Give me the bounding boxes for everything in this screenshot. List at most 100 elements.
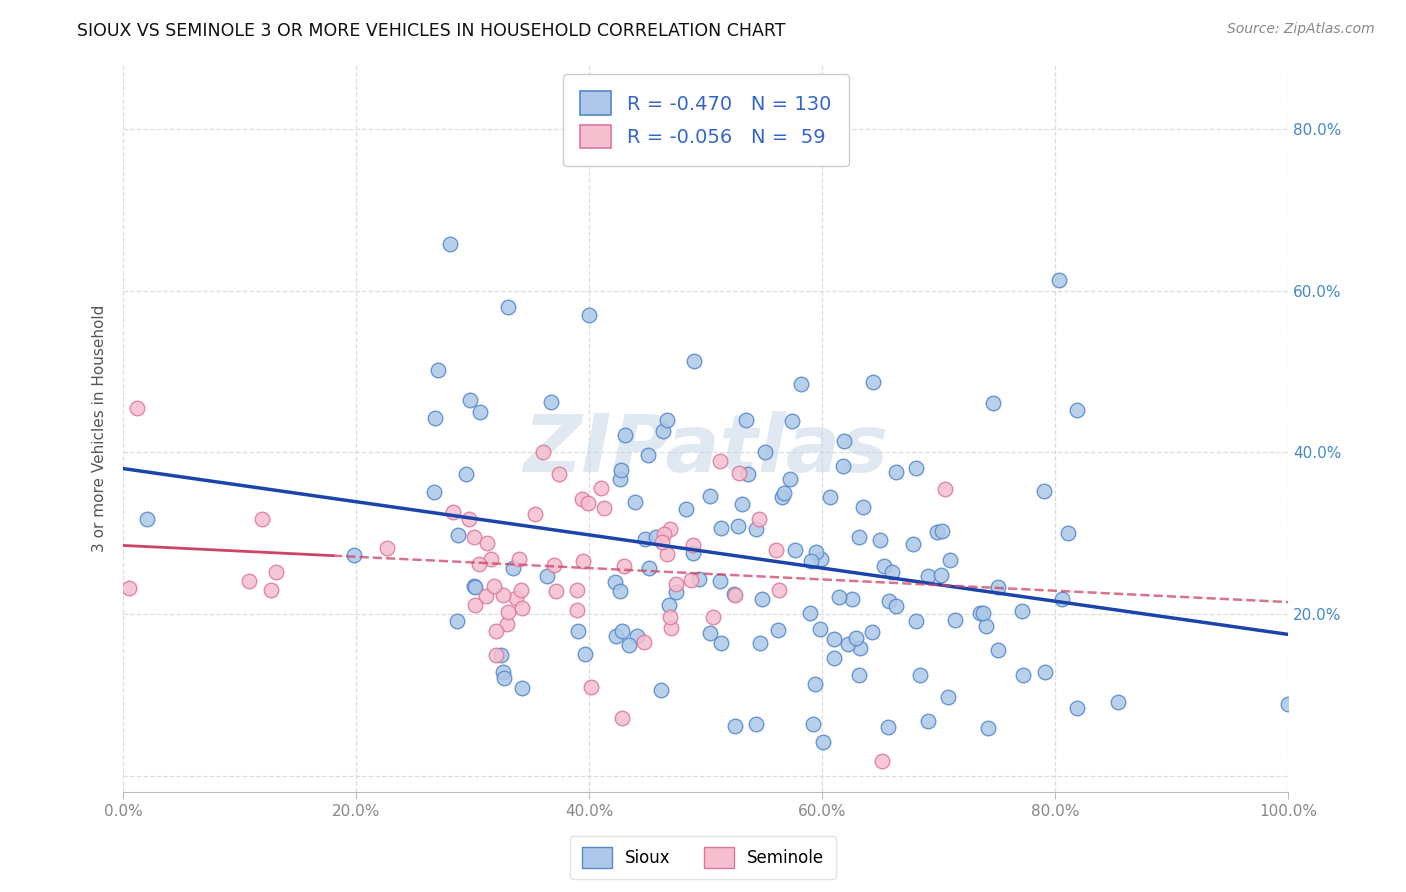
Point [845, 631, 868, 645]
Point [633, 634, 655, 648]
Point [731, 497, 754, 511]
Point [811, 735, 834, 749]
Point [682, 538, 704, 552]
Point [446, 614, 468, 628]
Point [876, 720, 898, 734]
Point [665, 577, 688, 591]
Point [699, 626, 721, 640]
Point [510, 681, 533, 696]
Point [710, 636, 733, 650]
Point [574, 647, 596, 661]
Point [458, 512, 481, 526]
Point [498, 605, 520, 619]
Point [375, 541, 398, 556]
Point [456, 467, 478, 482]
Point [917, 569, 939, 583]
Point [766, 624, 789, 638]
Point [848, 640, 870, 655]
Point [576, 496, 599, 510]
Point [745, 522, 768, 536]
Legend: Sioux, Seminole: Sioux, Seminole [569, 836, 837, 880]
Point [637, 561, 659, 575]
Point [655, 412, 678, 426]
Point [779, 472, 801, 486]
Legend: R = -0.470   N = 130, R = -0.056   N =  59: R = -0.470 N = 130, R = -0.056 N = 59 [562, 74, 849, 166]
Point [547, 467, 569, 482]
Point [765, 543, 787, 558]
Point [804, 545, 827, 559]
Point [828, 590, 851, 604]
Point [578, 308, 600, 322]
Point [485, 648, 508, 662]
Point [605, 629, 627, 643]
Point [502, 560, 524, 574]
Point [831, 458, 853, 473]
Point [505, 591, 527, 605]
Point [509, 583, 531, 598]
Point [508, 552, 530, 566]
Point [976, 722, 998, 736]
Point [938, 690, 960, 704]
Point [536, 569, 558, 583]
Point [567, 624, 589, 639]
Point [939, 552, 962, 566]
Point [624, 494, 647, 508]
Point [723, 587, 745, 601]
Point [579, 680, 602, 694]
Point [422, 485, 444, 500]
Point [1033, 665, 1056, 679]
Point [1277, 697, 1299, 711]
Point [1057, 526, 1080, 541]
Point [790, 377, 813, 392]
Point [818, 490, 841, 504]
Point [724, 719, 747, 733]
Point [808, 622, 831, 636]
Point [751, 591, 773, 606]
Point [727, 519, 749, 533]
Point [688, 573, 710, 587]
Point [652, 425, 675, 439]
Point [423, 411, 446, 425]
Point [870, 754, 893, 768]
Point [852, 500, 875, 514]
Point [567, 582, 589, 597]
Point [981, 396, 1004, 410]
Point [565, 603, 588, 617]
Point [884, 599, 907, 613]
Point [709, 454, 731, 468]
Point [709, 574, 731, 589]
Point [1047, 273, 1070, 287]
Point [492, 665, 515, 680]
Point [1050, 592, 1073, 607]
Point [633, 533, 655, 547]
Point [1066, 403, 1088, 417]
Point [613, 559, 636, 574]
Point [659, 609, 682, 624]
Point [651, 535, 673, 549]
Point [659, 621, 682, 635]
Point [770, 490, 793, 504]
Point [658, 522, 681, 536]
Point [987, 580, 1010, 594]
Point [783, 543, 806, 558]
Point [479, 552, 502, 566]
Point [908, 668, 931, 682]
Point [614, 427, 637, 442]
Point [427, 362, 450, 376]
Point [860, 624, 883, 639]
Point [496, 300, 519, 314]
Point [441, 505, 464, 519]
Point [543, 558, 565, 572]
Point [934, 482, 956, 496]
Point [609, 472, 631, 486]
Point [799, 607, 821, 621]
Point [727, 467, 749, 481]
Point [823, 632, 845, 646]
Point [571, 492, 593, 507]
Point [884, 465, 907, 479]
Point [447, 528, 470, 542]
Text: ZIPatlas: ZIPatlas [523, 411, 889, 489]
Point [118, 581, 141, 595]
Point [880, 565, 903, 579]
Point [464, 580, 486, 594]
